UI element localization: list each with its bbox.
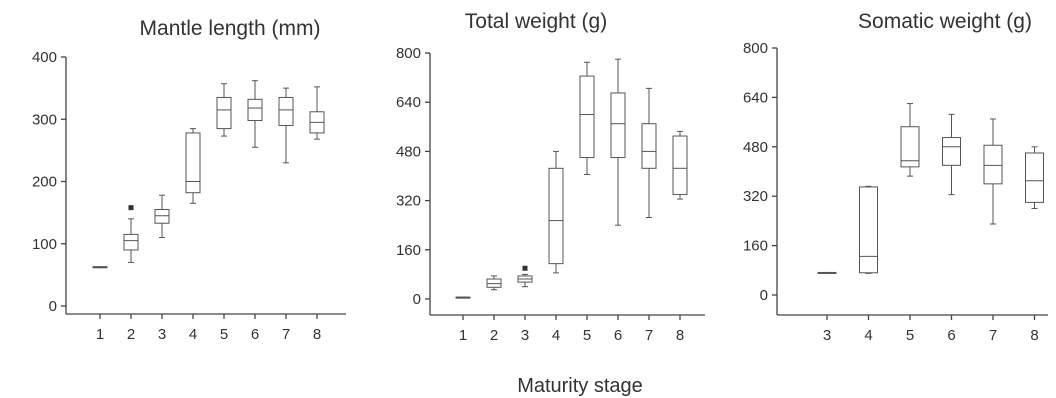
- y-tick-label: 320: [396, 193, 421, 210]
- x-tick-label: 2: [127, 326, 135, 343]
- x-tick-label: 3: [521, 327, 529, 344]
- box-stage-8: [1025, 146, 1044, 210]
- x-tick-label: 6: [614, 327, 622, 344]
- box-iqr: [154, 209, 170, 224]
- box-stage-4: [185, 128, 201, 204]
- x-tick-label: 1: [459, 327, 467, 344]
- panel-somatic-weight: Somatic weight (g) 0 160 320 480 640 800 3 4 5 6 7 8: [743, 10, 1048, 344]
- x-axis-label: Maturity stage: [517, 375, 643, 397]
- x-tick-label: 6: [251, 326, 259, 343]
- box-stage-1: [455, 296, 471, 299]
- y-tick-label: 300: [32, 111, 57, 128]
- x-tick-label: 8: [313, 326, 321, 343]
- y-tick-label: 160: [743, 238, 768, 255]
- box-iqr: [859, 186, 878, 274]
- y-tick-label: 480: [743, 139, 768, 156]
- y-tick-label: 160: [396, 242, 421, 259]
- box-stage-4: [548, 150, 564, 274]
- box-stage-7: [983, 118, 1003, 225]
- x-tick-label: 8: [676, 327, 684, 344]
- panel-mantle-length: Mantle length (mm) 0 100 200 300 400 1 2 3 4 5 6 7 8: [32, 17, 346, 343]
- y-tick-label: 0: [413, 291, 421, 308]
- box-iqr: [672, 135, 688, 195]
- box-iqr: [579, 75, 595, 159]
- box-stage-7: [641, 87, 657, 219]
- box-iqr: [278, 96, 294, 126]
- x-tick-label: 5: [583, 327, 591, 344]
- y-tick-label: 0: [760, 287, 768, 304]
- x-tick-label: 7: [282, 326, 290, 343]
- box-iqr: [548, 167, 564, 265]
- box-stage-6: [247, 80, 263, 148]
- x-tick-label: 3: [158, 326, 166, 343]
- box-iqr: [185, 132, 201, 194]
- box-stage-6: [942, 113, 961, 196]
- box-iqr: [1025, 152, 1044, 203]
- box-stage-3: [517, 265, 533, 288]
- x-tick-label: 4: [864, 327, 872, 344]
- x-tick-label: 5: [220, 326, 228, 343]
- x-tick-label: 6: [947, 327, 955, 344]
- y-tick-label: 200: [32, 174, 57, 191]
- y-tick-label: 640: [396, 94, 421, 111]
- box-iqr: [641, 123, 657, 169]
- panel-total-weight: Total weight (g) 0 160 320 480 640 800 1 2 3 4 5 6 7 8: [396, 10, 705, 344]
- box-iqr: [247, 98, 263, 121]
- x-tick-label: 7: [989, 327, 997, 344]
- box-iqr: [900, 126, 920, 168]
- box-stage-3: [154, 194, 170, 239]
- x-tick-label: 3: [823, 327, 831, 344]
- x-tick-label: 5: [906, 327, 914, 344]
- box-stage-4: [859, 185, 878, 274]
- y-tick-label: 800: [743, 40, 768, 57]
- x-tick-label: 2: [490, 327, 498, 344]
- box-stage-8: [672, 130, 688, 200]
- y-tick-label: 640: [743, 89, 768, 106]
- box-stage-7: [278, 87, 294, 164]
- box-iqr: [983, 144, 1003, 185]
- box-stage-2: [486, 275, 502, 291]
- outlier-point: [128, 205, 134, 211]
- box-iqr: [123, 233, 139, 251]
- y-tick-label: 400: [32, 49, 57, 66]
- x-tick-label: 4: [552, 327, 560, 344]
- box-stage-5: [579, 61, 595, 175]
- chart-title: Mantle length (mm): [140, 17, 321, 40]
- box-stage-5: [216, 83, 232, 137]
- box-stage-2: [123, 205, 139, 263]
- outlier-point: [522, 265, 528, 271]
- x-tick-label: 8: [1030, 327, 1038, 344]
- x-tick-label: 4: [189, 326, 197, 343]
- box-iqr: [216, 96, 232, 130]
- box-iqr: [610, 92, 626, 159]
- box-iqr: [942, 137, 961, 166]
- chart-title: Somatic weight (g): [858, 10, 1032, 33]
- y-tick-label: 800: [396, 45, 421, 62]
- y-tick-label: 100: [32, 236, 57, 253]
- box-stage-6: [610, 58, 626, 226]
- chart-title: Total weight (g): [465, 10, 607, 33]
- x-tick-label: 7: [645, 327, 653, 344]
- box-stage-5: [900, 103, 920, 177]
- box-stage-1: [92, 266, 108, 269]
- y-tick-label: 480: [396, 143, 421, 160]
- x-tick-label: 1: [96, 326, 104, 343]
- box-stage-3: [817, 271, 837, 274]
- box-stage-8: [309, 86, 325, 140]
- y-tick-label: 320: [743, 188, 768, 205]
- y-tick-label: 0: [49, 298, 57, 315]
